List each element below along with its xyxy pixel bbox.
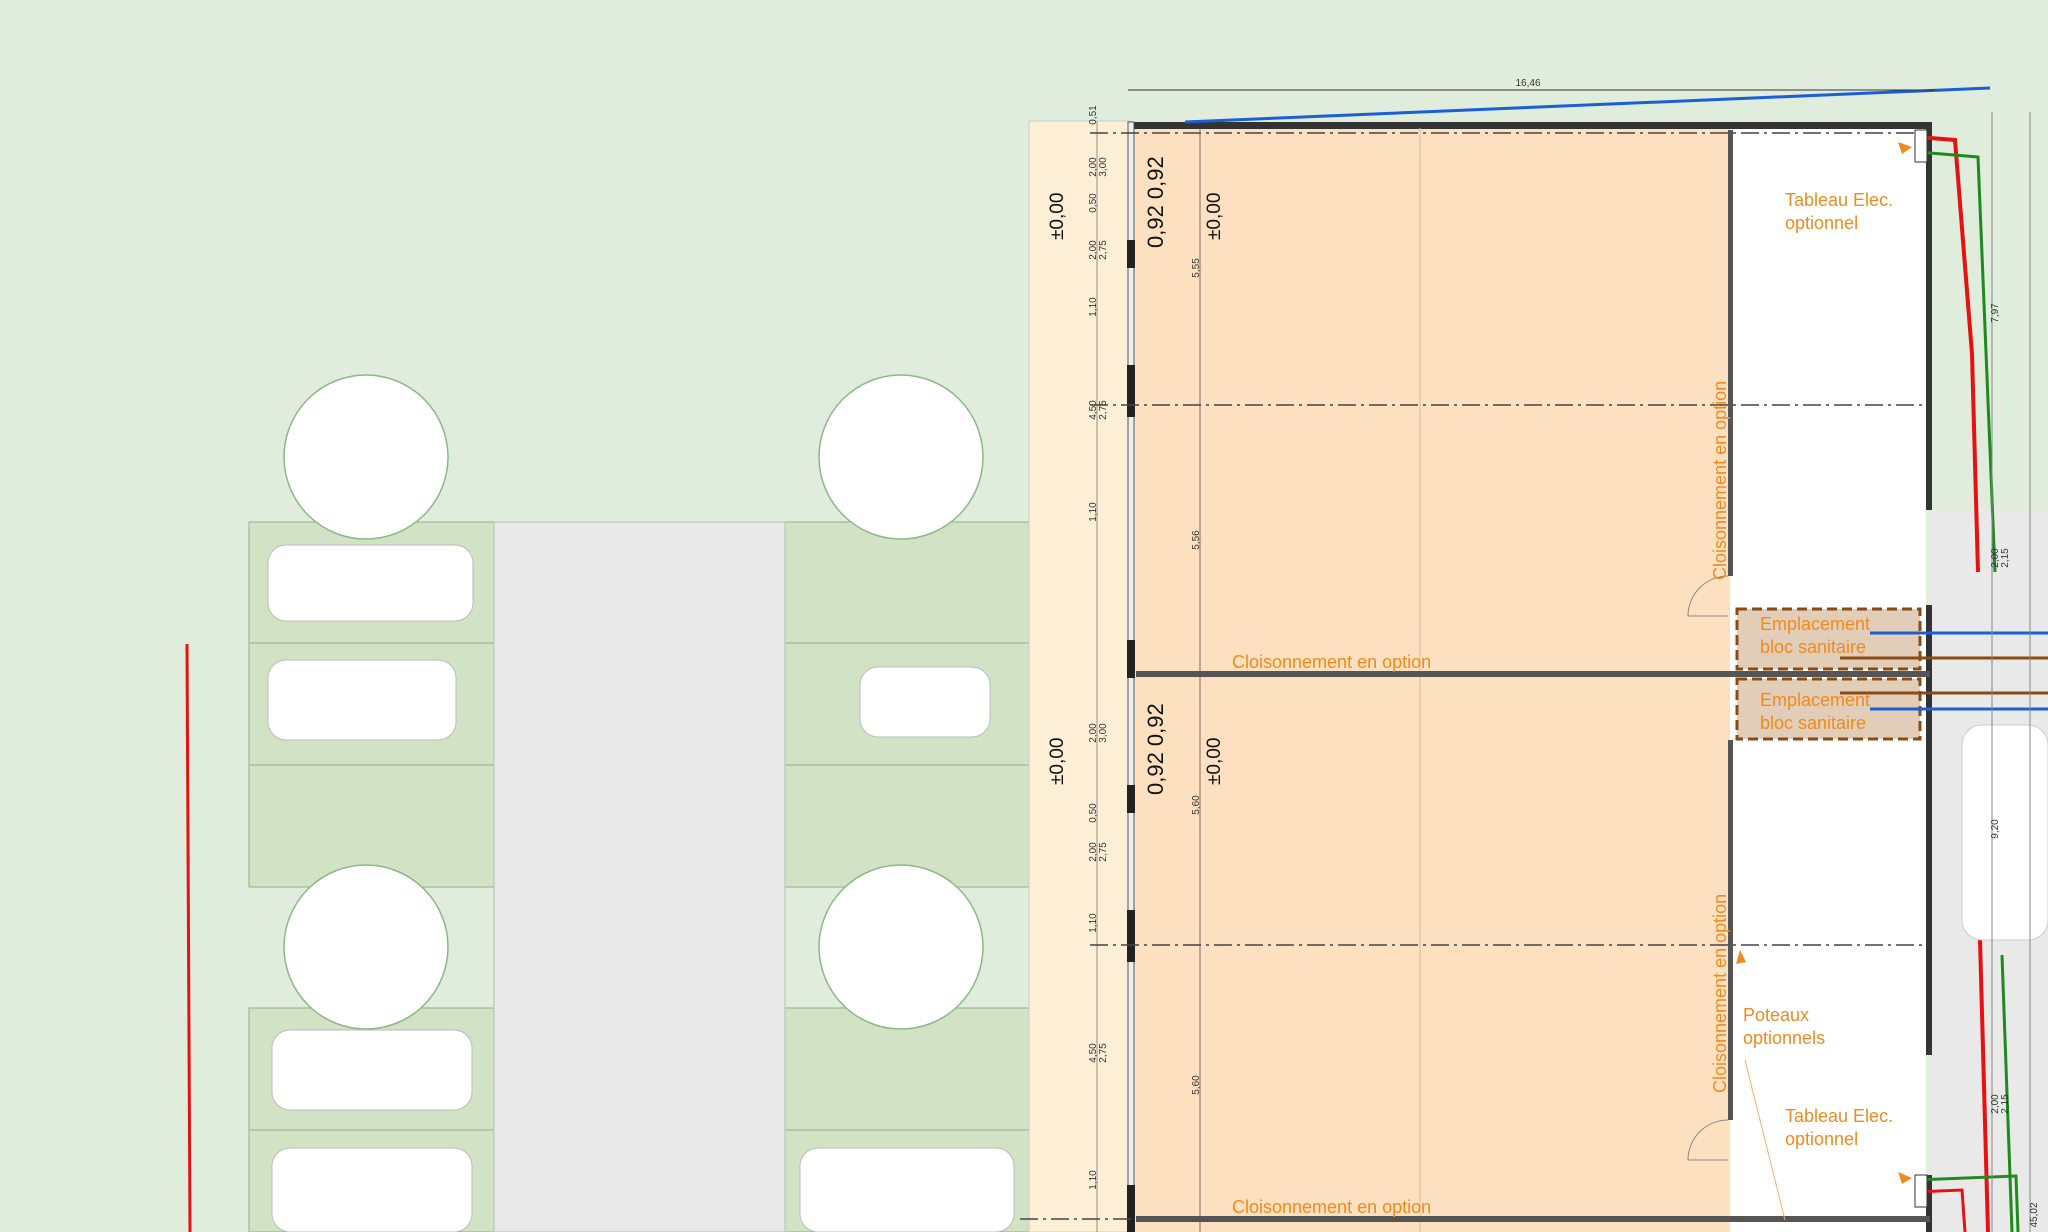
- label-line: bloc sanitaire: [1760, 637, 1866, 657]
- door-swing: [1687, 575, 1729, 617]
- partition-horizontal-2: [1136, 1216, 1930, 1222]
- car-icon: [859, 666, 991, 738]
- inner-dimension: 5,60: [1191, 1075, 1202, 1095]
- label-line: Tableau Elec.: [1785, 190, 1893, 210]
- electrical-panel-label: Tableau Elec. optionnel: [1785, 1106, 1893, 1149]
- left-dimension: 1,10: [1088, 297, 1099, 317]
- electrical-panel-label: Tableau Elec. optionnel: [1785, 190, 1893, 233]
- property-line: [185, 643, 192, 1232]
- water-line: [1184, 86, 1991, 124]
- car-icon: [267, 544, 474, 622]
- right-dimension: 9,20: [1990, 819, 2001, 839]
- level-inside: ±0,00: [1204, 738, 1225, 785]
- electric-line: [1917, 135, 1980, 573]
- sanitary-label: Emplacement bloc sanitaire: [1760, 614, 1870, 657]
- step-dimensions: 0,92 0,92: [1143, 703, 1168, 795]
- annotation-arrows: [1736, 142, 1912, 1184]
- green-line: [2000, 954, 2014, 1232]
- car-icon: [799, 1147, 1015, 1232]
- partition-label: Cloisonnement en option: [1232, 652, 1431, 672]
- left-dimension: 3,00: [1098, 157, 1109, 177]
- level-inside: ±0,00: [1204, 193, 1225, 240]
- car-icon: [267, 659, 457, 741]
- parked-vehicle: [1961, 724, 2048, 941]
- wall-right-3: [1926, 1175, 1932, 1232]
- left-dimension: 2,75: [1098, 1043, 1109, 1063]
- left-dimension: 2,75: [1098, 400, 1109, 420]
- left-dimension: 1,10: [1088, 913, 1099, 933]
- wall-right-2: [1926, 605, 1932, 1055]
- left-dimension: 0,50: [1088, 193, 1099, 213]
- electric-line: [1978, 939, 1990, 1232]
- level-outside: ±0,00: [1047, 193, 1068, 240]
- left-dimension: 2,00: [1088, 240, 1099, 260]
- tree-icon: [283, 374, 449, 540]
- green-line: [1914, 1174, 2020, 1232]
- left-dimension: 0,50: [1088, 803, 1099, 823]
- inner-dimension: 5,60: [1191, 795, 1202, 815]
- right-dimension: 2,00: [1990, 1094, 2001, 1114]
- partition-horizontal-1: [1136, 671, 1930, 677]
- left-dimension: 2,00: [1088, 157, 1099, 177]
- partition-label: Cloisonnement en option: [1232, 1197, 1431, 1217]
- door-swing: [1687, 1119, 1729, 1161]
- right-dimension: 2,15: [2000, 1094, 2011, 1114]
- top-dimension: 16,46: [1515, 78, 1540, 89]
- right-dimension: 2,00: [1990, 548, 2001, 568]
- wall-top: [1131, 122, 1931, 129]
- electric-line: [1914, 1188, 1967, 1232]
- driveway: [493, 521, 786, 1232]
- label-line: Poteaux: [1743, 1005, 1809, 1025]
- left-dimension: 3,00: [1098, 723, 1109, 743]
- partition-vertical-2: [1728, 740, 1733, 1120]
- partition-label-vertical: Cloisonnement en option: [1710, 381, 1730, 580]
- label-line: Emplacement: [1760, 690, 1870, 710]
- partition-label-vertical: Cloisonnement en option: [1710, 894, 1730, 1093]
- label-line: Emplacement: [1760, 614, 1870, 634]
- label-line: Tableau Elec.: [1785, 1106, 1893, 1126]
- label-line: optionnel: [1785, 213, 1858, 233]
- green-line: [1917, 150, 1997, 573]
- level-outside: ±0,00: [1047, 738, 1068, 785]
- left-dimension: 2,00: [1088, 723, 1099, 743]
- left-dimension: 1,10: [1088, 1170, 1099, 1190]
- step-dimensions: 0,92 0,92: [1143, 156, 1168, 248]
- partition-vertical-1: [1728, 130, 1733, 576]
- tree-icon: [818, 864, 984, 1030]
- leader-line: [1744, 1059, 1786, 1221]
- left-dimension: 2,75: [1098, 240, 1109, 260]
- right-dimension: 45,02: [2029, 1202, 2040, 1227]
- electrical-panel: [1914, 1174, 1928, 1208]
- car-icon: [271, 1029, 473, 1111]
- right-dimension: 7,97: [1990, 303, 2001, 323]
- left-dimension: 4,50: [1088, 400, 1099, 420]
- inner-dimension: 5,56: [1191, 530, 1202, 550]
- tree-icon: [818, 374, 984, 540]
- label-line: optionnel: [1785, 1129, 1858, 1149]
- tree-icon: [283, 864, 449, 1030]
- right-dimension: 2,15: [2000, 548, 2011, 568]
- label-line: optionnels: [1743, 1028, 1825, 1048]
- car-icon: [271, 1147, 473, 1232]
- left-dimension: 1,10: [1088, 502, 1099, 522]
- terrace: [1028, 120, 1132, 1232]
- left-dimension: 4,50: [1088, 1043, 1099, 1063]
- left-dimension: 2,75: [1098, 842, 1109, 862]
- left-dimension: 2,00: [1088, 842, 1099, 862]
- posts-label: Poteaux optionnels: [1743, 1005, 1825, 1048]
- left-dimension: 0,51: [1088, 105, 1099, 125]
- electrical-panel: [1914, 129, 1928, 163]
- inner-dimension: 5,55: [1191, 258, 1202, 278]
- sanitary-label: Emplacement bloc sanitaire: [1760, 690, 1870, 733]
- label-line: bloc sanitaire: [1760, 713, 1866, 733]
- wall-right: [1926, 122, 1932, 510]
- interior-space: [1136, 128, 1730, 1232]
